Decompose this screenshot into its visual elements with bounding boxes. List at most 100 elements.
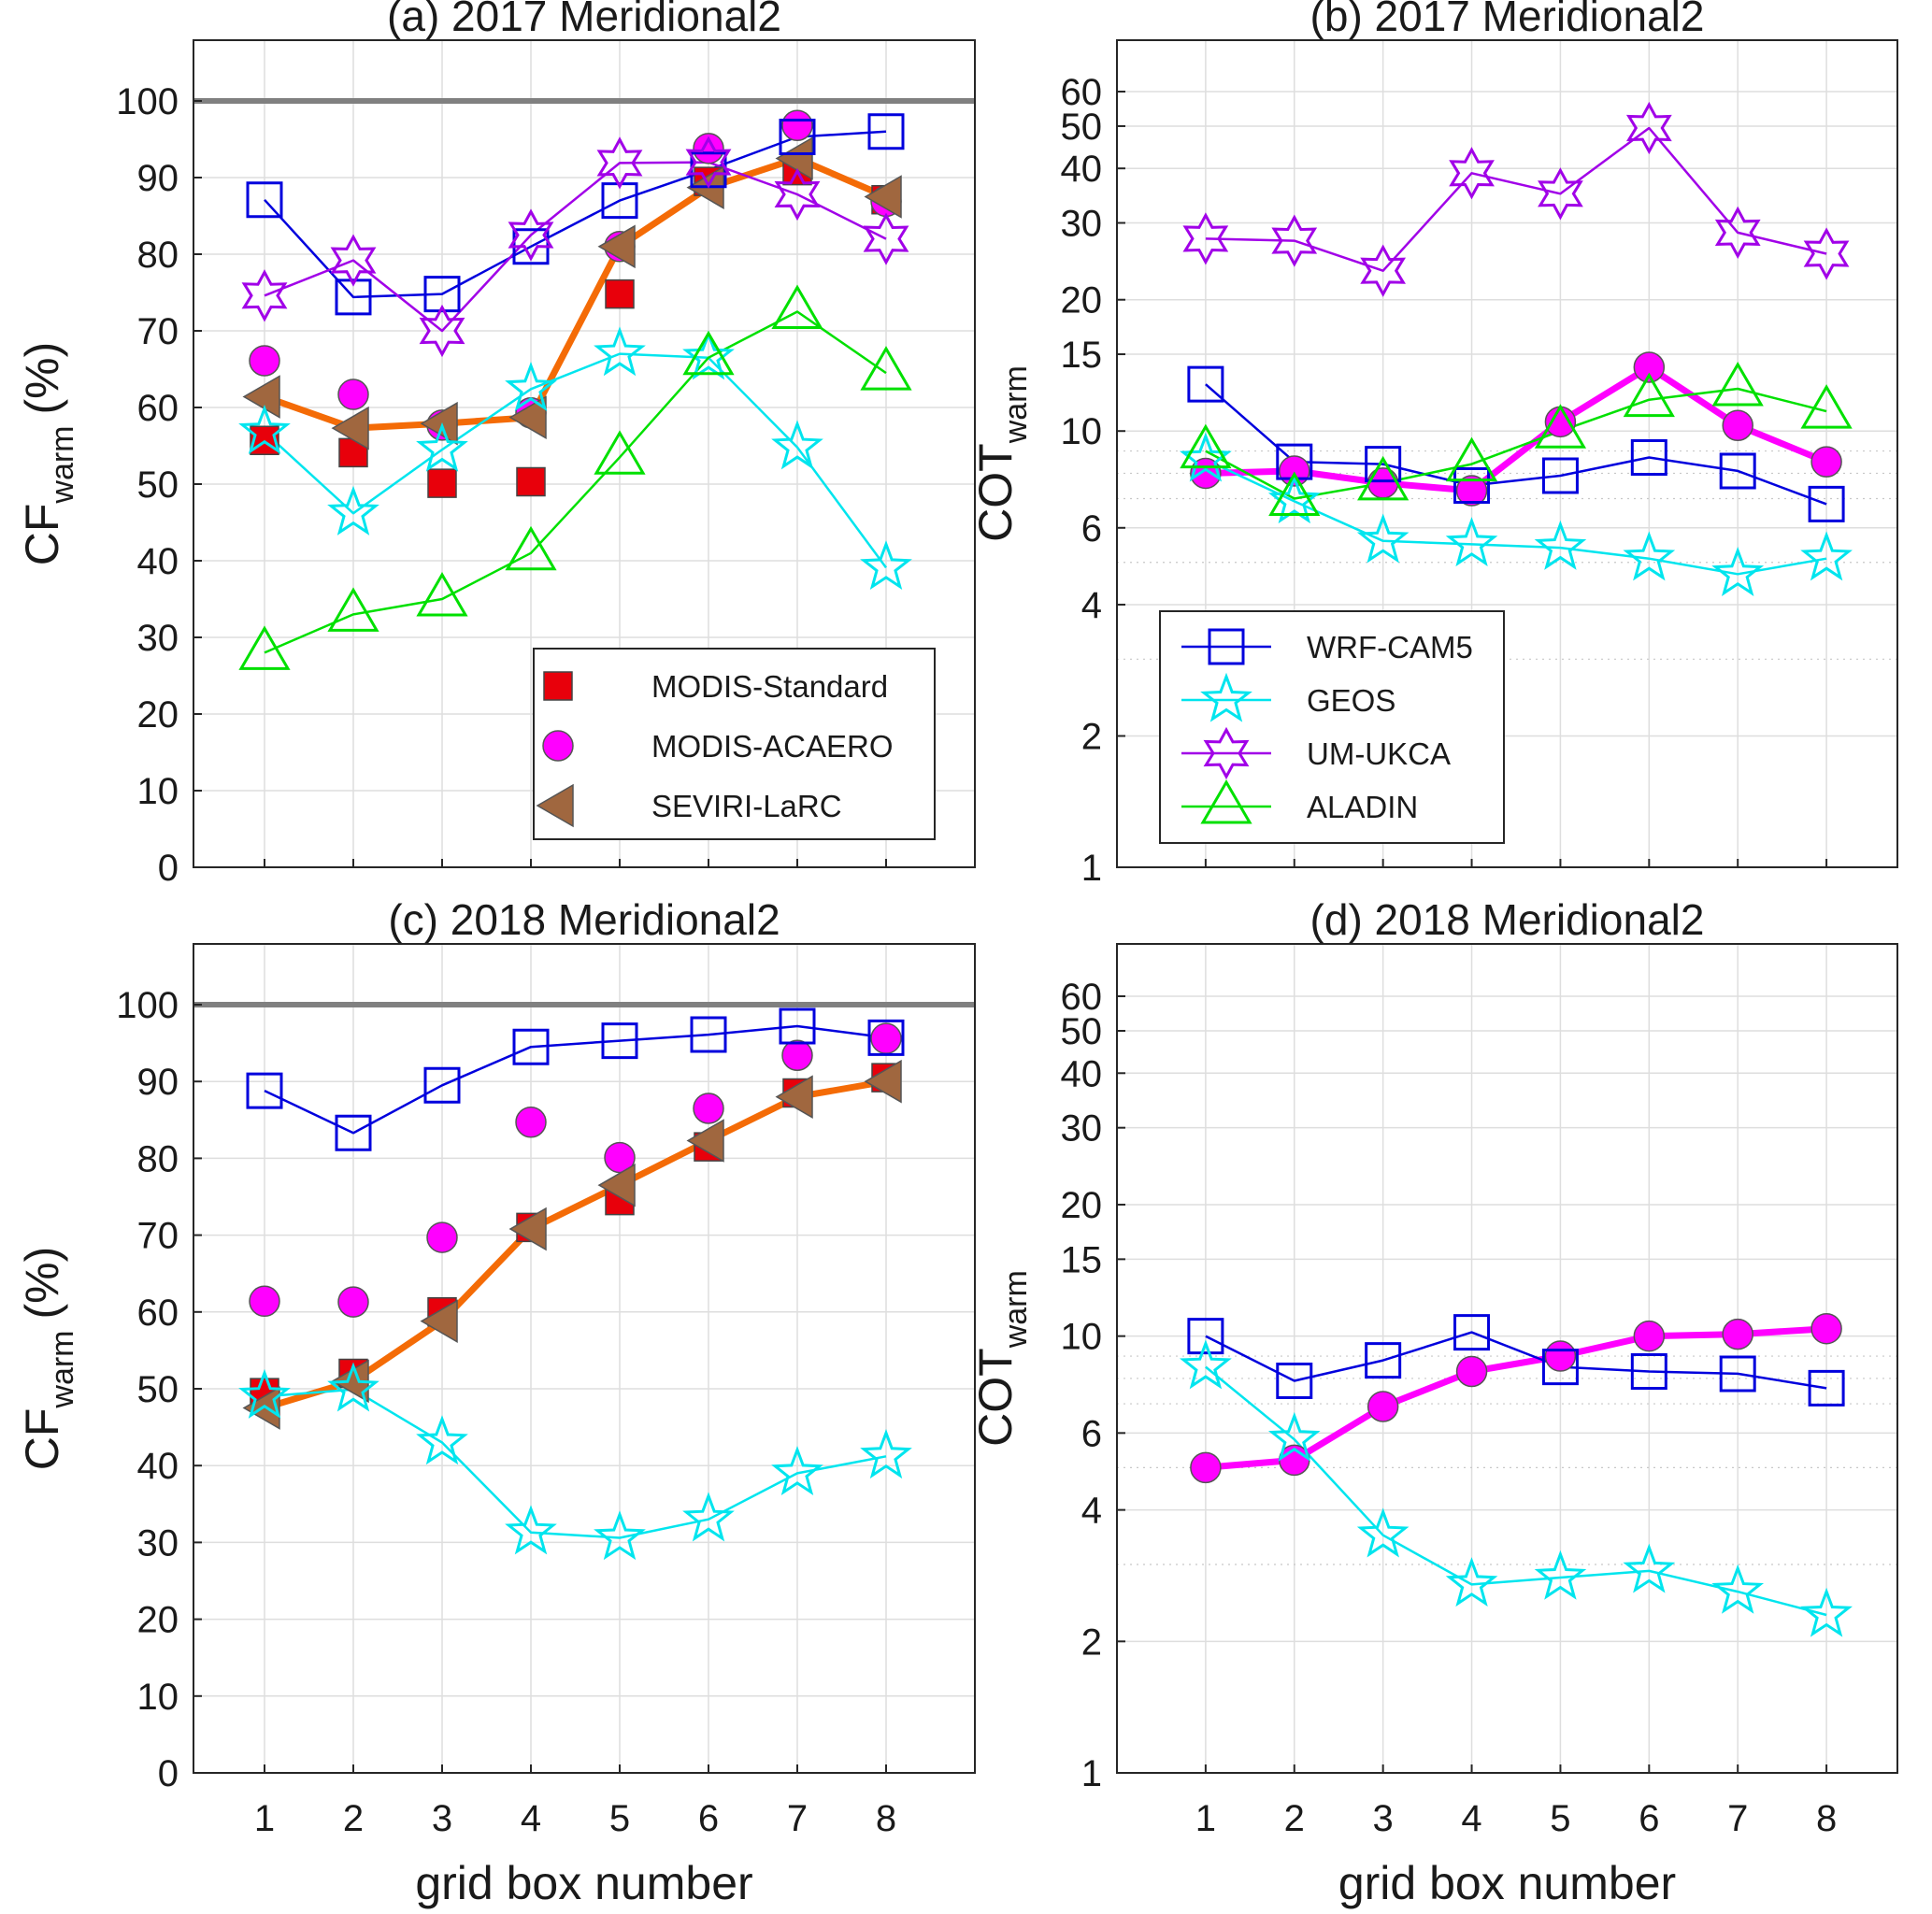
panel-c-ytick-label-50: 50 [137, 1369, 179, 1410]
panel-a-point-aladin-5 [594, 430, 646, 475]
panel-c-xtick-label-2: 2 [343, 1798, 364, 1839]
panel-a-ytick-label-0: 0 [158, 848, 179, 889]
panel-a-series-line-wrf-cam5 [264, 130, 887, 299]
panel-b-legend-marker-wrf-cam5 [1208, 628, 1245, 665]
panel-d-point-modis-acaero-8 [1810, 1312, 1842, 1345]
panel-a-ylabel-main: CF [16, 504, 68, 566]
panel-b-ylabel-subscript: warm [998, 365, 1034, 444]
panel-a-point-seviri-larc-5 [597, 224, 636, 269]
panel-a-point-wrf-cam5-7 [779, 119, 816, 156]
panel-b-point-modis-acaero-8 [1810, 446, 1842, 478]
panel-b-point-wrf-cam5-8 [1808, 485, 1845, 522]
panel-a-point-geos-1 [238, 404, 291, 454]
panel-b-point-wrf-cam5-2 [1276, 443, 1313, 480]
panel-a-point-modis-standard-3 [427, 468, 457, 498]
panel-b-legend-label-geos: GEOS [1307, 683, 1395, 718]
panel-b-ytick-label-30: 30 [1061, 204, 1103, 245]
panel-d-point-geos-2 [1267, 1411, 1321, 1462]
panel-a-point-geos-8 [860, 540, 912, 591]
panel-b-legend: WRF-CAM5 GEOS UM-UKCA ALADIN [1159, 610, 1505, 844]
panel-a-series-line-aladin [264, 310, 887, 654]
panel-b-point-aladin-4 [1445, 436, 1498, 482]
panel-a-title: (a) 2017 Meridional2 [387, 0, 781, 40]
panel-d-series-line-wrf-cam5 [1205, 1331, 1827, 1390]
panel-c-point-modis-acaero-4 [515, 1107, 547, 1138]
panel-d-ytick-label-10: 10 [1061, 1317, 1103, 1358]
panel-d-xtick-label-3: 3 [1373, 1798, 1394, 1839]
panel-c-point-seviri-larc-4 [508, 1207, 547, 1251]
panel-a-point-geos-4 [505, 362, 557, 411]
panel-b-point-aladin-1 [1180, 423, 1232, 469]
panel-a-point-geos-6 [682, 330, 735, 380]
panel-c-xtick-label-7: 7 [787, 1798, 808, 1839]
panel-d-xtick-label-4: 4 [1461, 1798, 1481, 1839]
panel-d-ytick-label-60: 60 [1061, 977, 1103, 1018]
panel-c-ytick-label-40: 40 [137, 1446, 179, 1487]
panel-d-point-modis-acaero-1 [1190, 1451, 1222, 1484]
panel-c-point-modis-acaero-2 [337, 1286, 369, 1318]
panel-d-plot-area [1117, 944, 1897, 1773]
panel-b-ylabel-main: COT [969, 443, 1022, 542]
panel-d-point-geos-6 [1623, 1543, 1676, 1593]
panel-b-ytick-label-2: 2 [1081, 716, 1102, 757]
panel-a-legend-marker-seviri-larc [536, 783, 574, 828]
panel-b-point-wrf-cam5-4 [1453, 467, 1491, 505]
panel-b-ytick-label-40: 40 [1061, 149, 1103, 190]
panel-b-ytick-label-15: 15 [1061, 335, 1103, 376]
panel-d-ytick-label-50: 50 [1061, 1011, 1103, 1052]
panel-c-point-modis-acaero-8 [870, 1022, 902, 1054]
panel-c: 0 10 20 30 40 50 60 70 80 90 100 1 2 3 4 5 6 7 8 (c) 2018 M… [16, 895, 976, 1909]
panel-c-ytick-label-0: 0 [158, 1753, 179, 1794]
panel-b-point-modis-acaero-4 [1455, 475, 1488, 507]
panel-a-ytick-label-90: 90 [137, 158, 179, 199]
panel-a-point-wrf-cam5-3 [423, 276, 461, 313]
panel-c-axes-frame [193, 943, 976, 1774]
panel-a-ytick-label-30: 30 [137, 618, 179, 659]
panel-d-ylabel-subscript: warm [998, 1270, 1034, 1349]
panel-d-xtick-label-1: 1 [1195, 1798, 1216, 1839]
panel-d-ytick-label-30: 30 [1061, 1108, 1103, 1150]
panel-b-point-wrf-cam5-7 [1719, 452, 1756, 490]
panel-d-point-geos-3 [1356, 1507, 1410, 1558]
panel-d-xlabel: grid box number [1338, 1857, 1676, 1909]
panel-b-point-wrf-cam5-5 [1541, 457, 1579, 494]
panel-d-point-wrf-cam5-8 [1808, 1369, 1845, 1407]
panel-b-ytick-label-50: 50 [1061, 107, 1103, 148]
panel-a-point-seviri-larc-2 [331, 406, 369, 450]
panel-a-point-aladin-4 [505, 525, 557, 571]
panel-d-point-wrf-cam5-5 [1541, 1349, 1579, 1386]
panel-a-ylabel-subscript: warm [45, 426, 80, 505]
panel-b-point-um-ukca-4 [1449, 147, 1495, 200]
panel-b-point-aladin-8 [1800, 384, 1853, 429]
panel-c-point-geos-5 [594, 1510, 646, 1561]
panel-c-xlabel: grid box number [415, 1857, 752, 1909]
panel-c-point-seviri-larc-8 [864, 1059, 902, 1104]
panel-b-ytick-label-6: 6 [1081, 508, 1102, 550]
panel-d-xtick-label-5: 5 [1550, 1798, 1570, 1839]
panel-b-point-geos-6 [1623, 531, 1676, 581]
panel-c-point-geos-2 [327, 1362, 379, 1412]
panel-b-point-modis-acaero-7 [1722, 409, 1753, 441]
panel-d-point-wrf-cam5-1 [1187, 1318, 1224, 1355]
panel-a-ytick-label-60: 60 [137, 388, 179, 429]
panel-d-ytick-label-1: 1 [1081, 1753, 1102, 1794]
panel-a-point-um-ukca-8 [863, 212, 909, 265]
panel-c-ylabel-subscript: warm [45, 1331, 80, 1409]
panel-b-point-modis-acaero-3 [1367, 467, 1399, 499]
panel-b-legend-marker-geos [1200, 672, 1252, 722]
panel-b-legend-marker-um-ukca [1203, 726, 1250, 780]
panel-d-point-geos-1 [1180, 1339, 1232, 1390]
panel-d-point-modis-acaero-6 [1633, 1320, 1666, 1352]
panel-b-point-wrf-cam5-6 [1630, 438, 1667, 476]
panel-c-point-modis-acaero-7 [781, 1039, 813, 1072]
panel-a-ytick-label-40: 40 [137, 541, 179, 582]
panel-b-legend-box [1159, 610, 1505, 844]
panel-a-point-geos-2 [327, 485, 379, 536]
panel-d-point-geos-5 [1534, 1550, 1587, 1600]
panel-a-point-um-ukca-5 [596, 136, 643, 190]
panel-b-point-um-ukca-7 [1714, 206, 1761, 260]
panel-d-point-geos-7 [1711, 1564, 1765, 1614]
panel-c-xtick-label-4: 4 [521, 1798, 541, 1839]
panel-b-ytick-label-10: 10 [1061, 411, 1103, 452]
